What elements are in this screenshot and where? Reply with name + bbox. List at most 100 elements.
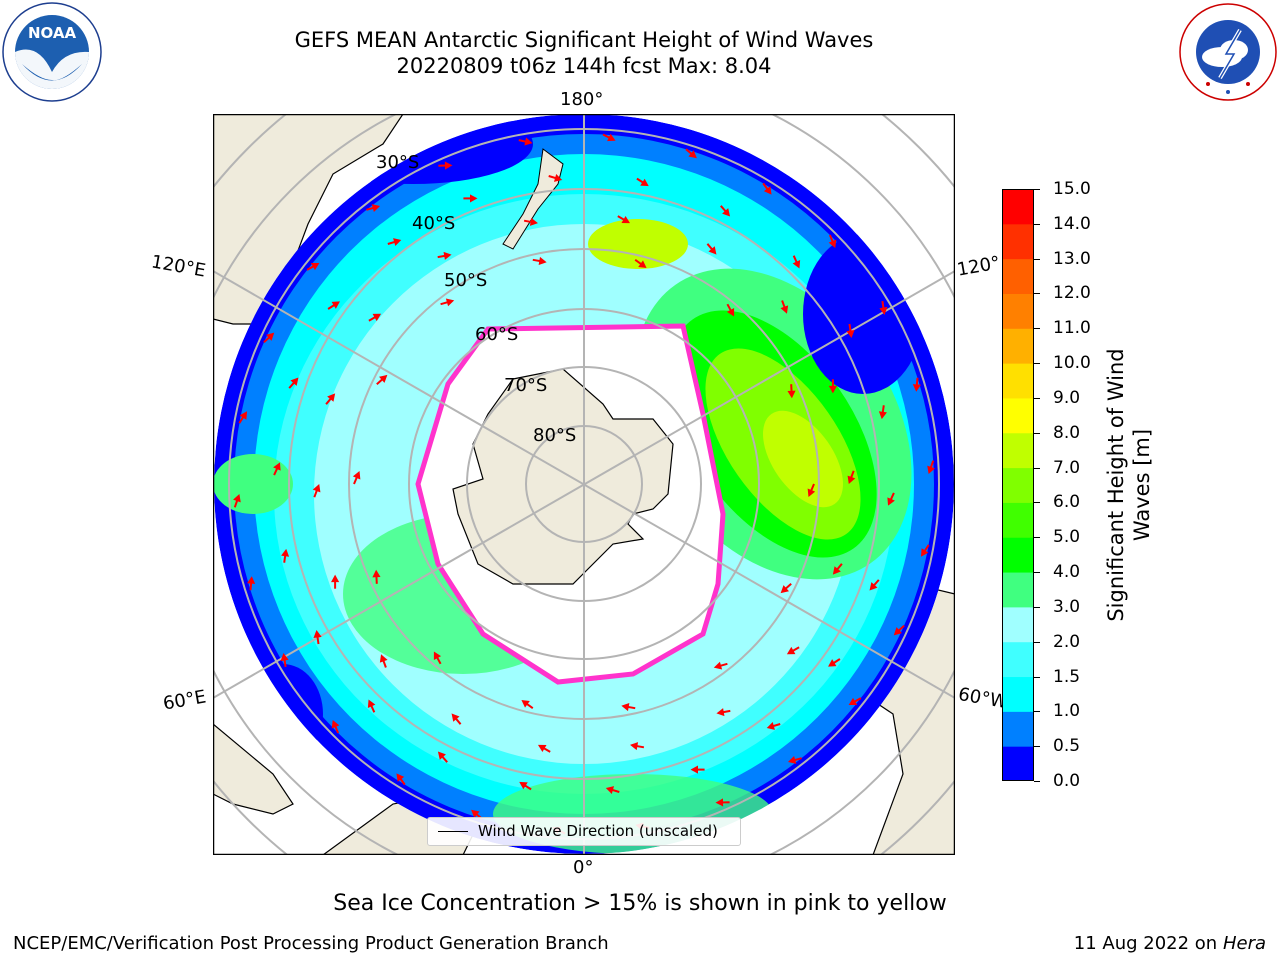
- wave-direction-arrowhead: [280, 653, 289, 662]
- wave-direction-arrowhead: [766, 721, 775, 730]
- wave-direction-arrowhead: [538, 256, 547, 265]
- colorbar-tick-label: 0.0: [1053, 771, 1081, 791]
- colorbar-tick-mark: [1034, 606, 1040, 608]
- legend-label: Wind Wave Direction (unscaled): [478, 822, 718, 840]
- colorbar-band: [1002, 189, 1034, 225]
- colorbar-tick-mark: [1034, 189, 1040, 190]
- wave-direction-arrowhead: [331, 574, 340, 583]
- wave-direction-arrowhead: [266, 332, 275, 341]
- wave-direction-arrowhead: [372, 569, 381, 578]
- lat-label-40s: 40°S: [412, 213, 456, 234]
- colorbar-tick-mark: [1034, 537, 1040, 539]
- colorbar-tick-label: 3.0: [1053, 596, 1081, 617]
- colorbar-band: [1002, 467, 1034, 503]
- colorbar-tick-label: 9.0: [1053, 387, 1081, 408]
- colorbar-band: [1002, 676, 1034, 712]
- colorbar-band: [1002, 537, 1034, 573]
- graticule: [213, 114, 955, 855]
- wave-direction-arrowhead: [372, 313, 382, 322]
- wave-direction-arrowhead: [524, 137, 533, 146]
- colorbar-tick-label: 12.0: [1053, 283, 1091, 304]
- colorbar-tick-mark: [1034, 711, 1040, 713]
- colorbar-tick-label: 4.0: [1053, 562, 1081, 583]
- wave-direction-arrowhead: [763, 186, 772, 195]
- wave-direction-arrowhead: [313, 630, 322, 639]
- colorbar-band: [1002, 223, 1034, 260]
- colorbar-tick-label: 5.0: [1053, 527, 1081, 548]
- wave-direction-arrowhead: [787, 756, 797, 764]
- lat-label-60s: 60°S: [475, 324, 519, 345]
- colorbar-band: [1002, 606, 1034, 643]
- colorbar-tick-mark: [1034, 258, 1040, 260]
- colorbar-tick-mark: [1034, 781, 1040, 782]
- wave-direction-arrowhead: [443, 251, 452, 260]
- wave-direction-arrowhead: [553, 173, 563, 182]
- colorbar-tick-mark: [1034, 397, 1040, 399]
- wave-direction-arrowhead: [379, 374, 388, 383]
- wave-direction-arrowhead: [537, 744, 547, 753]
- wave-direction-arrowhead: [290, 377, 299, 386]
- colorbar-tick-label: 13.0: [1053, 248, 1091, 269]
- wave-direction-arrowhead: [444, 161, 453, 170]
- wave-direction-arrowhead: [878, 411, 887, 420]
- colorbar-tick-mark: [1034, 502, 1040, 504]
- wave-direction-arrowhead: [713, 661, 723, 670]
- wave-direction-arrowhead: [887, 497, 895, 506]
- wave-direction-arrowhead: [239, 411, 248, 420]
- lon-label-0: 0°: [573, 857, 594, 878]
- wave-direction-arrowhead: [519, 781, 528, 790]
- colorbar-tick-mark: [1034, 363, 1040, 365]
- colorbar-tick-mark: [1034, 467, 1040, 469]
- colorbar-tick-label: 11.0: [1053, 318, 1091, 339]
- colorbar-label: Significant Height of Wind Waves [m]: [1104, 348, 1154, 622]
- wave-direction-arrowhead: [445, 298, 455, 307]
- colorbar-band: [1002, 502, 1034, 538]
- wave-direction-arrowhead: [726, 308, 735, 317]
- colorbar-band: [1002, 432, 1034, 469]
- sea-ice-note: Sea Ice Concentration > 15% is shown in …: [333, 891, 947, 916]
- footer-credit: NCEP/EMC/Verification Post Processing Pr…: [13, 933, 609, 954]
- wave-direction-arrowhead: [393, 238, 402, 247]
- wave-direction-arrowhead: [920, 548, 929, 557]
- colorbar-tick-mark: [1034, 572, 1040, 574]
- wave-direction-arrowhead: [708, 246, 717, 255]
- colorbar-band: [1002, 258, 1034, 294]
- colorbar-tick-mark: [1034, 746, 1040, 748]
- wave-direction-arrowhead: [722, 208, 731, 217]
- wave-direction-arrowhead: [828, 239, 837, 249]
- wave-direction-arrowhead: [893, 627, 902, 636]
- map-legend: Wind Wave Direction (unscaled): [427, 817, 741, 846]
- lat-label-70s: 70°S: [504, 375, 548, 396]
- wave-direction-arrowhead: [529, 217, 538, 226]
- wave-direction-arrowhead: [379, 654, 388, 663]
- wave-direction-arrowhead: [630, 742, 639, 751]
- wave-direction-arrowhead: [247, 576, 256, 584]
- lon-label-60e: 60°E: [161, 686, 208, 715]
- wave-direction-arrowhead: [470, 194, 478, 203]
- colorbar-tick-mark: [1034, 223, 1040, 225]
- wave-direction-arrowhead: [912, 384, 921, 392]
- wave-direction-arrowhead: [848, 697, 858, 705]
- wave-direction-arrowhead: [828, 659, 837, 667]
- wave-direction-arrowhead: [521, 699, 530, 708]
- wave-direction-arrowhead: [780, 305, 789, 314]
- wave-direction-arrowhead: [607, 133, 616, 142]
- lon-label-120e: 120°E: [149, 251, 208, 282]
- colorbar-band: [1002, 572, 1034, 608]
- colorbar-tick-label: 6.0: [1053, 492, 1081, 513]
- wave-direction-arrowhead: [780, 585, 789, 594]
- wave-direction-arrowhead: [846, 329, 855, 338]
- lat-label-80s: 80°S: [533, 425, 577, 446]
- wave-direction-arrowhead: [688, 150, 697, 159]
- wind-wave-arrows: [233, 133, 935, 835]
- footer-host: Hera: [1222, 933, 1266, 954]
- colorbar-band: [1002, 397, 1034, 434]
- svg-text:NOAA: NOAA: [28, 24, 77, 42]
- wave-direction-arrowhead: [451, 713, 460, 722]
- wave-direction-arrowhead: [869, 582, 878, 591]
- lat-label-30s: 30°S: [376, 152, 420, 173]
- colorbar-tick-label: 1.0: [1053, 701, 1081, 722]
- antarctic-map: [213, 114, 955, 855]
- colorbar-tick-label: 1.5: [1053, 666, 1081, 687]
- colorbar-band: [1002, 363, 1034, 399]
